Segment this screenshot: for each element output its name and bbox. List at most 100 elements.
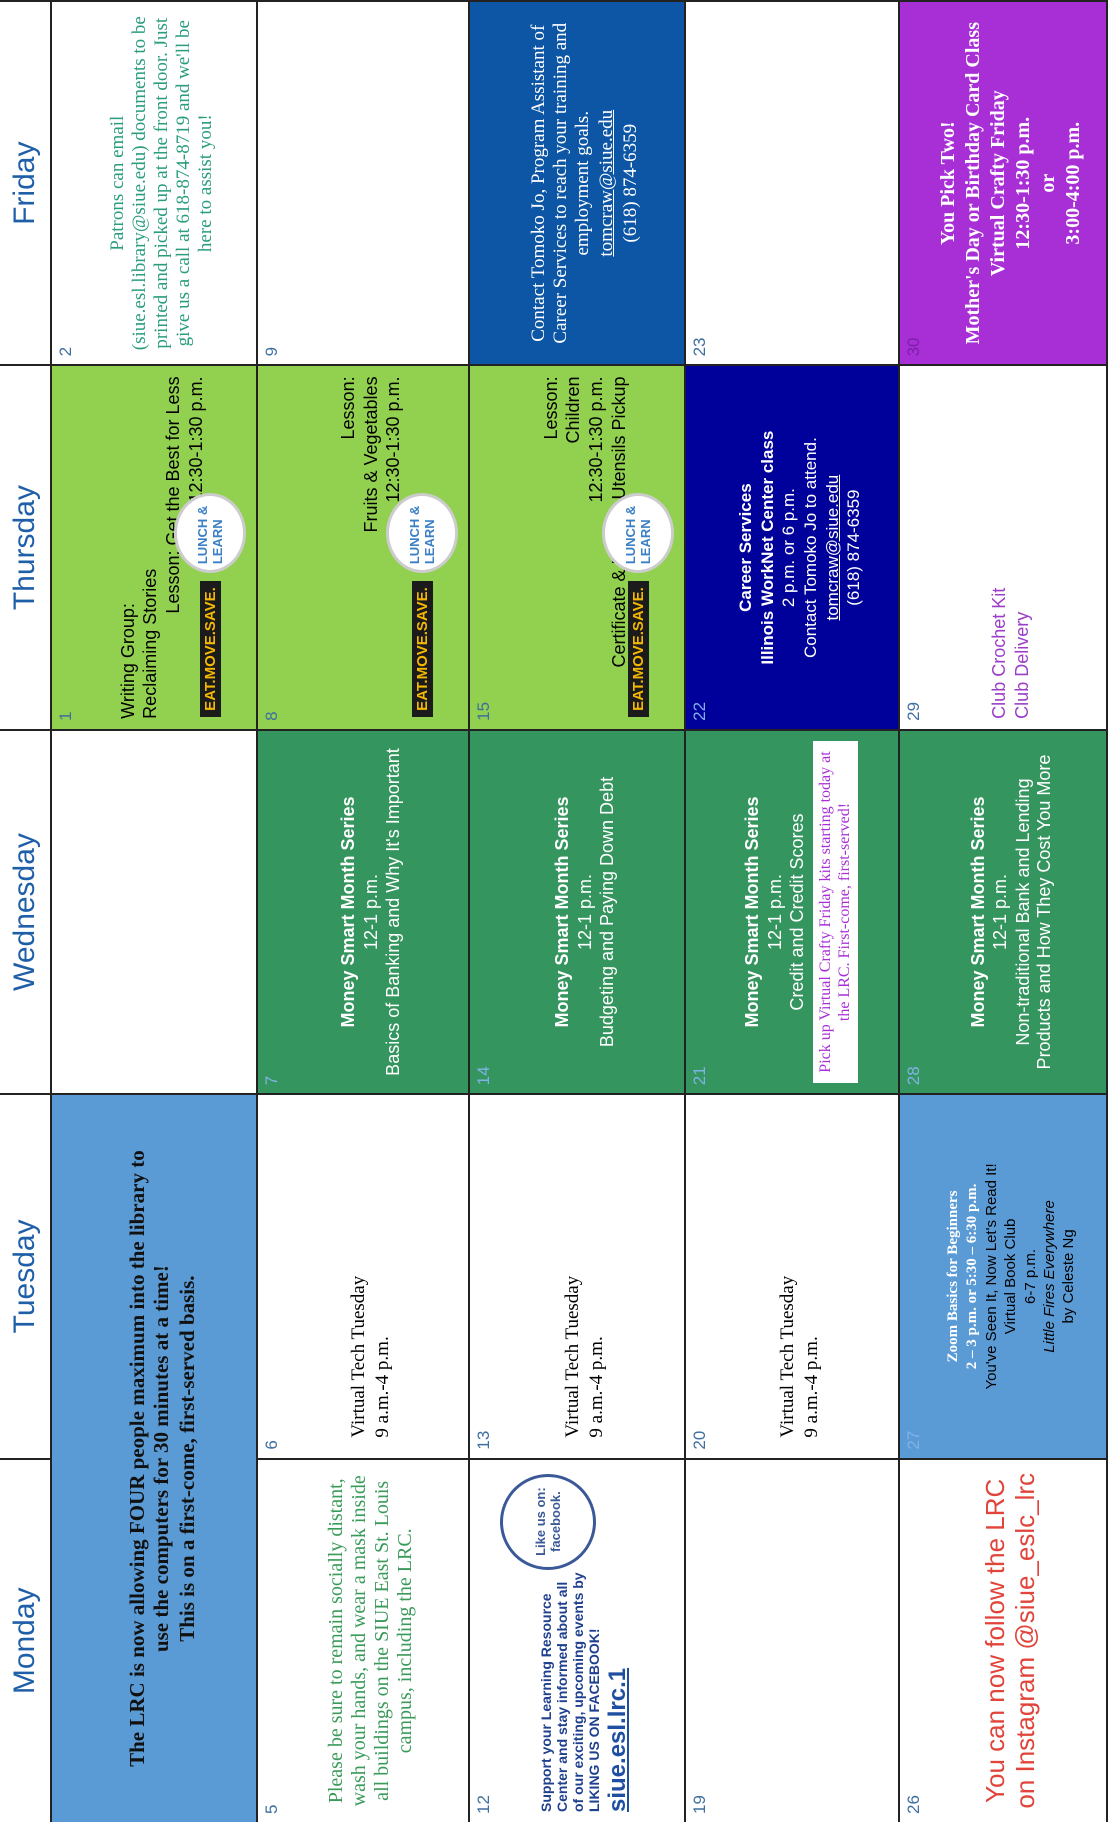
text-line: (618) 874-6359 [619,123,641,243]
date-number: 6 [262,1440,281,1450]
date-number: 27 [904,1430,923,1450]
logo: EAT.MOVE.SAVE. [199,581,221,717]
calendar-cell: 29 Club Crochet Kit Club Delivery [900,364,1108,729]
text-line: Reclaiming Stories [140,568,161,719]
text-line: Virtual Tech Tuesday [777,1275,799,1438]
text-line: Club Crochet Kit [989,587,1010,719]
logo-group: EAT.MOVE.SAVE. LUNCH & LEARN [600,489,676,721]
date-number: 5 [262,1804,281,1814]
text-line: Virtual Book Club [1002,1218,1020,1335]
text-line: Support your Learning Resource Center an… [538,1572,603,1812]
text-line: You Pick Two! [937,121,959,246]
date-number: 2 [56,346,75,357]
date-number: 13 [474,1430,493,1450]
logo-group: EAT.MOVE.SAVE. LUNCH & LEARN [384,489,460,721]
text-line: 12-1 p.m. [574,873,595,951]
text-line: Contact Tomoko Jo to attend. [801,437,820,659]
calendar-cell: The LRC is now allowing FOUR people maxi… [52,1093,258,1822]
logo-group: EAT.MOVE.SAVE. LUNCH & LEARN [172,489,248,721]
day-header: Friday [0,0,52,365]
day-header: Monday [0,1457,52,1822]
date-number: 8 [262,711,281,721]
day-header: Wednesday [0,728,52,1094]
cell-text: Support your Learning Resource Center an… [494,1570,676,1812]
text-line: Fruits & Vegetables [360,376,381,533]
cell-text: Money Smart Month Series 12-1 p.m. Non-tra… [924,741,1098,1083]
text-line: 6-7 p.m. [1021,1248,1039,1304]
text-line: You've Seen It, Now Let's Read It! [983,1163,1001,1390]
text-line: Lesson: [337,376,358,440]
date-number: 9 [262,346,281,357]
text-line: tomcraw@siue.edu [595,109,617,257]
date-number: 12 [474,1795,493,1814]
text-line: Virtual Crafty Friday [987,90,1009,277]
cell-text: Zoom Basics for Beginners 2 – 3 p.m. or 5… [924,1105,1098,1447]
text-line: The LRC is now allowing FOUR people maxi… [124,1150,173,1767]
day-header: Tuesday [0,1093,52,1458]
cell-text: Virtual Tech Tuesday 9 a.m.-4 p.m. [710,1105,890,1447]
text-line: Credit and Credit Scores [787,813,808,1011]
calendar-cell: 19 [686,1457,900,1822]
text-line: 9 a.m.-4 p.m. [372,1336,393,1438]
cell-text: The LRC is now allowing FOUR people maxi… [76,1105,248,1812]
date-number: 21 [690,1066,709,1086]
cell-text: Virtual Tech Tuesday 9 a.m.-4 p.m. [494,1105,676,1447]
text-line: Club Delivery [1012,611,1032,719]
calendar-cell: 21 Money Smart Month Series 12-1 p.m. Credi… [686,728,900,1094]
text-line: tomcraw@siue.edu [822,474,842,621]
calendar-cell: 9 [258,0,470,365]
cell-text: Virtual Tech Tuesday 9 a.m.-4 p.m. [282,1105,460,1447]
text-line: 12:30-1:30 p.m. [185,376,206,503]
text-line: Basics of Banking and Why It's Important [383,748,404,1076]
text-line: Contact Tomoko Jo, Program Assistant of … [528,22,594,344]
calendar-cell: 22 Career Services Illinois WorkNet Center… [686,364,900,729]
text-line: Money Smart Month Series [742,796,763,1028]
calendar-cell: Contact Tomoko Jo, Program Assistant of … [470,0,686,365]
text-line: Lesson: [540,376,561,440]
cell-text: You can now follow the LRC on Instagram … [924,1470,1098,1812]
calendar-cell: 5 Please be sure to remain socially dista… [258,1457,470,1822]
cell-text: Money Smart Month Series 12-1 p.m. Basics … [282,741,460,1083]
calendar-cell [52,728,258,1094]
calendar-cell: 26 You can now follow the LRC on Instagra… [900,1457,1108,1822]
text-line: 12:30-1:30 p.m. [383,376,404,503]
text-line: Non-traditional Bank and Lending Product… [1013,754,1054,1070]
logo: EAT.MOVE.SAVE. [627,581,649,717]
cell-text: Money Smart Month Series 12-1 p.m. Credit … [710,740,890,1084]
calendar-cell: 23 [686,0,900,365]
text-line: (618) 874-6359 [844,489,864,606]
day-header: Thursday [0,364,52,729]
date-number: 23 [690,337,709,357]
text-line: Money Smart Month Series [337,796,358,1028]
text-line: 12-1 p.m. [764,873,785,951]
cell-text: Contact Tomoko Jo, Program Assistant of … [494,12,676,354]
facebook-badge: Like us on: facebook. [500,1473,596,1570]
cell-text: You Pick Two! Mother's Day or Birthday Ca… [924,12,1098,354]
text-line: Patrons can email (siue.esl.library@siue… [107,16,216,351]
cell-text: Patrons can email (siue.esl.library@siue… [76,12,248,354]
text-line: 12-1 p.m. [360,873,381,951]
text-line: by Celeste Ng [1060,1229,1078,1324]
text-line: Mother's Day or Birthday Card Class [962,22,984,345]
date-number: 26 [904,1795,923,1814]
calendar-cell: 30 You Pick Two! Mother's Day or Birthday … [900,0,1108,365]
text-line: Budgeting and Paying Down Debt [597,776,618,1048]
text-line: 2 p.m. or 6 p.m. [779,488,799,608]
date-number: 7 [262,1075,281,1086]
date-number: 28 [904,1066,923,1086]
logo: LUNCH & LEARN [174,493,246,574]
text-line: Money Smart Month Series [967,796,988,1028]
text-line: 3:00-4:00 p.m. [1062,121,1084,245]
date-number: 14 [474,1066,493,1086]
text-line: 2 – 3 p.m. or 5:30 – 6:30 p.m. [963,1183,980,1370]
cell-text [282,12,460,354]
text-line: siue.esl.lrc.1 [604,1667,632,1812]
calendar-cell: 20 Virtual Tech Tuesday 9 a.m.-4 p.m. [686,1093,900,1458]
calendar-cell: 8 Lesson: Fruits & Vegetables 12:30-1:30 p.… [258,364,470,729]
calendar-cell: 14 Money Smart Month Series 12-1 p.m. Budge… [470,728,686,1094]
text-line: You can now follow the LRC on Instagram … [980,1472,1040,1809]
date-number: 22 [690,701,709,721]
text-line: Zoom Basics for Beginners [944,1190,961,1363]
calendar-cell: 13 Virtual Tech Tuesday 9 a.m.-4 p.m. [470,1093,686,1458]
